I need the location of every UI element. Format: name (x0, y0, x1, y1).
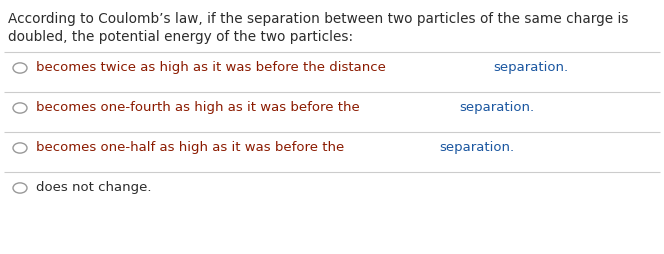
Text: separation.: separation. (439, 141, 515, 154)
Text: According to Coulomb’s law, if the separation between two particles of the same : According to Coulomb’s law, if the separ… (8, 12, 629, 26)
Text: becomes twice as high as it was before the distance: becomes twice as high as it was before t… (36, 61, 390, 74)
Text: separation.: separation. (493, 61, 568, 74)
Text: becomes one-fourth as high as it was before the: becomes one-fourth as high as it was bef… (36, 102, 364, 115)
Text: separation.: separation. (459, 102, 535, 115)
Text: doubled, the potential energy of the two particles:: doubled, the potential energy of the two… (8, 30, 353, 44)
Text: does not change.: does not change. (36, 182, 151, 195)
Text: becomes one-half as high as it was before the: becomes one-half as high as it was befor… (36, 141, 349, 154)
